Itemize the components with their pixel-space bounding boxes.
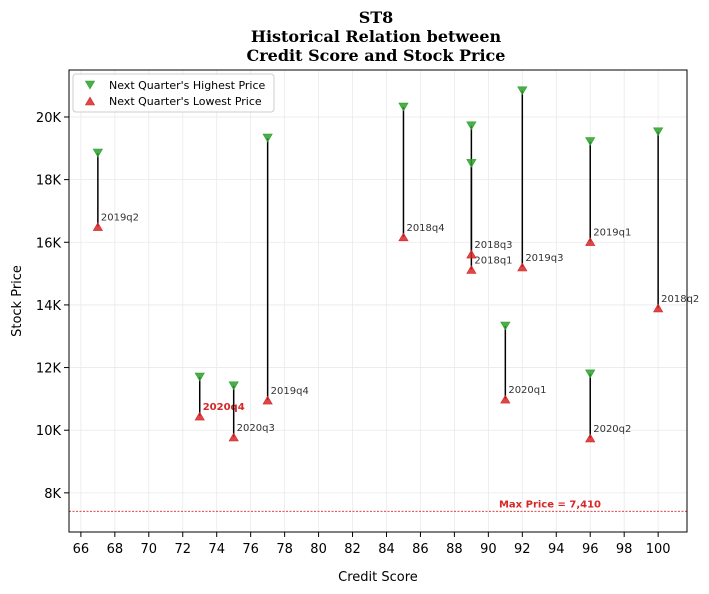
x-tick-label: 74 — [208, 542, 225, 557]
legend: Next Quarter's Highest Price Next Quarter… — [72, 73, 275, 113]
point-label: 2020q4 — [203, 402, 245, 413]
x-tick-label: 96 — [582, 542, 599, 557]
high-price-marker — [585, 369, 596, 379]
low-price-marker — [466, 249, 477, 259]
y-tick-label: 16K — [36, 236, 62, 251]
low-price-marker — [194, 411, 205, 421]
high-price-marker — [262, 133, 273, 143]
high-price-marker — [500, 321, 511, 331]
x-tick-label: 94 — [548, 542, 565, 557]
high-price-marker — [228, 381, 239, 391]
high-price-marker — [585, 137, 596, 146]
chart-title-line: Credit Score and Stock Price — [247, 46, 506, 65]
high-price-marker — [466, 121, 477, 131]
high-price-marker — [653, 127, 664, 137]
x-tick-label: 78 — [276, 542, 293, 557]
chart-title-line: ST8 — [359, 8, 394, 27]
legend-label-low: Next Quarter's Lowest Price — [109, 95, 262, 108]
y-axis: 8K 10K 12K 14K 16K 18K 20K — [36, 111, 69, 502]
point-label: 2019q1 — [593, 228, 631, 239]
plot-area — [69, 70, 687, 532]
low-price-marker — [517, 262, 528, 272]
reference-line-label: Max Price = 7,410 — [499, 499, 601, 510]
y-tick-label: 12K — [36, 362, 62, 377]
chart-title-line: Historical Relation between — [251, 27, 502, 46]
low-price-marker — [398, 232, 409, 242]
low-price-marker — [466, 265, 477, 274]
x-tick-label: 84 — [378, 542, 395, 557]
low-price-marker — [262, 395, 273, 405]
x-axis-label: Credit Score — [338, 570, 418, 585]
point-label: 2019q4 — [271, 386, 309, 397]
y-tick-label: 10K — [36, 424, 62, 439]
point-label: 2018q4 — [406, 223, 444, 234]
data-marks: 2019q2 2020q4 2020q3 2019q4 2018q4 2018q1 2018… — [92, 86, 699, 443]
legend-label-high: Next Quarter's Highest Price — [109, 79, 266, 92]
point-label: 2018q2 — [661, 294, 699, 305]
x-tick-label: 92 — [514, 542, 531, 557]
high-price-marker — [398, 102, 409, 112]
y-tick-label: 20K — [36, 111, 62, 126]
x-tick-label: 88 — [446, 542, 463, 557]
point-label: 2019q2 — [101, 213, 139, 224]
y-tick-label: 14K — [36, 299, 62, 314]
point-label: 2018q3 — [474, 240, 512, 251]
low-price-marker — [585, 237, 596, 246]
y-axis-label: Stock Price — [10, 265, 25, 337]
high-price-marker — [194, 372, 205, 382]
point-label: 2020q2 — [593, 424, 631, 435]
x-tick-label: 80 — [310, 542, 327, 557]
x-tick-label: 90 — [480, 542, 497, 557]
x-tick-label: 98 — [616, 542, 633, 557]
legend-low-marker — [84, 96, 96, 106]
plot-frame — [68, 69, 688, 533]
x-tick-label: 66 — [73, 542, 90, 557]
x-tick-label: 82 — [344, 542, 361, 557]
low-price-marker — [653, 303, 664, 313]
point-label: 2020q3 — [237, 423, 275, 434]
high-price-marker — [517, 86, 528, 96]
x-tick-label: 100 — [646, 542, 671, 557]
x-tick-label: 68 — [107, 542, 124, 557]
low-price-marker — [500, 394, 511, 404]
x-tick-label: 70 — [141, 542, 158, 557]
low-price-marker — [228, 432, 239, 442]
point-label: 2018q1 — [474, 256, 512, 267]
high-price-marker — [92, 148, 103, 158]
legend-high-marker — [84, 80, 96, 90]
low-price-marker — [585, 433, 596, 443]
reference-line-group: Max Price = 7,410 — [69, 499, 687, 512]
y-tick-label: 8K — [44, 487, 61, 502]
x-tick-label: 76 — [242, 542, 259, 557]
legend-box — [72, 73, 275, 113]
x-axis: 66 68 70 72 74 76 78 80 82 84 86 88 90 92 94 96 98 100 — [73, 532, 671, 557]
x-tick-label: 72 — [174, 542, 191, 557]
y-tick-label: 18K — [36, 174, 62, 189]
point-label: 2019q3 — [525, 253, 563, 264]
x-tick-label: 86 — [412, 542, 429, 557]
low-price-marker — [92, 222, 103, 231]
high-price-marker — [466, 159, 477, 168]
point-label: 2020q1 — [508, 385, 546, 396]
